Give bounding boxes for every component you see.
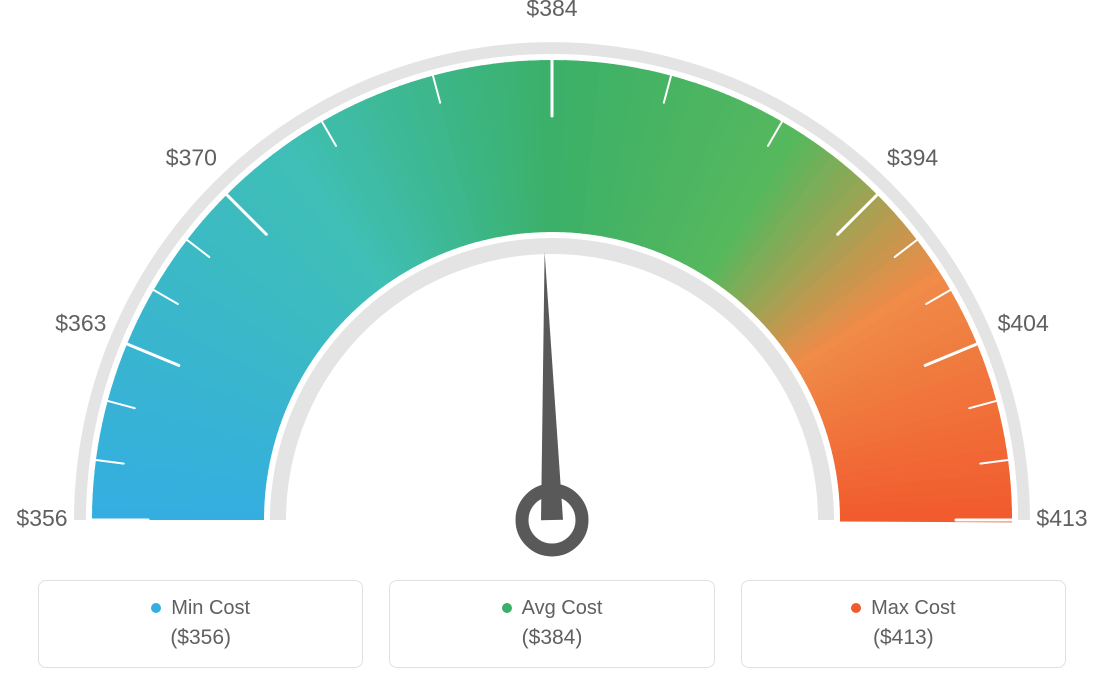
legend-dot-min [151, 603, 161, 613]
gauge-tick-label: $394 [887, 144, 938, 170]
legend-label-min: Min Cost [171, 597, 250, 620]
legend-card-avg: Avg Cost ($384) [389, 580, 714, 668]
legend-card-min: Min Cost ($356) [38, 580, 363, 668]
legend-value-avg: ($384) [522, 626, 583, 650]
legend-card-max: Max Cost ($413) [741, 580, 1066, 668]
gauge-tick-label: $356 [16, 505, 67, 531]
legend-top-min: Min Cost [151, 597, 250, 620]
gauge-tick-label: $413 [1036, 505, 1087, 531]
legend-top-max: Max Cost [851, 597, 955, 620]
gauge-tick-label: $384 [526, 0, 577, 21]
gauge-svg: $356 $363 $370 $384 $394 $404 $413 [0, 0, 1104, 560]
gauge-tick-label: $404 [998, 310, 1049, 336]
legend-label-avg: Avg Cost [522, 597, 603, 620]
gauge-tick-label: $370 [166, 144, 217, 170]
legend-label-max: Max Cost [871, 597, 955, 620]
legend-dot-avg [502, 603, 512, 613]
gauge-tick-label: $363 [55, 310, 106, 336]
legend-value-min: ($356) [170, 626, 231, 650]
legend-top-avg: Avg Cost [502, 597, 603, 620]
legend-dot-max [851, 603, 861, 613]
legend-row: Min Cost ($356) Avg Cost ($384) Max Cost… [38, 580, 1066, 668]
gauge-needle [541, 252, 563, 520]
cost-gauge-chart: $356 $363 $370 $384 $394 $404 $413 [0, 0, 1104, 560]
legend-value-max: ($413) [873, 626, 934, 650]
